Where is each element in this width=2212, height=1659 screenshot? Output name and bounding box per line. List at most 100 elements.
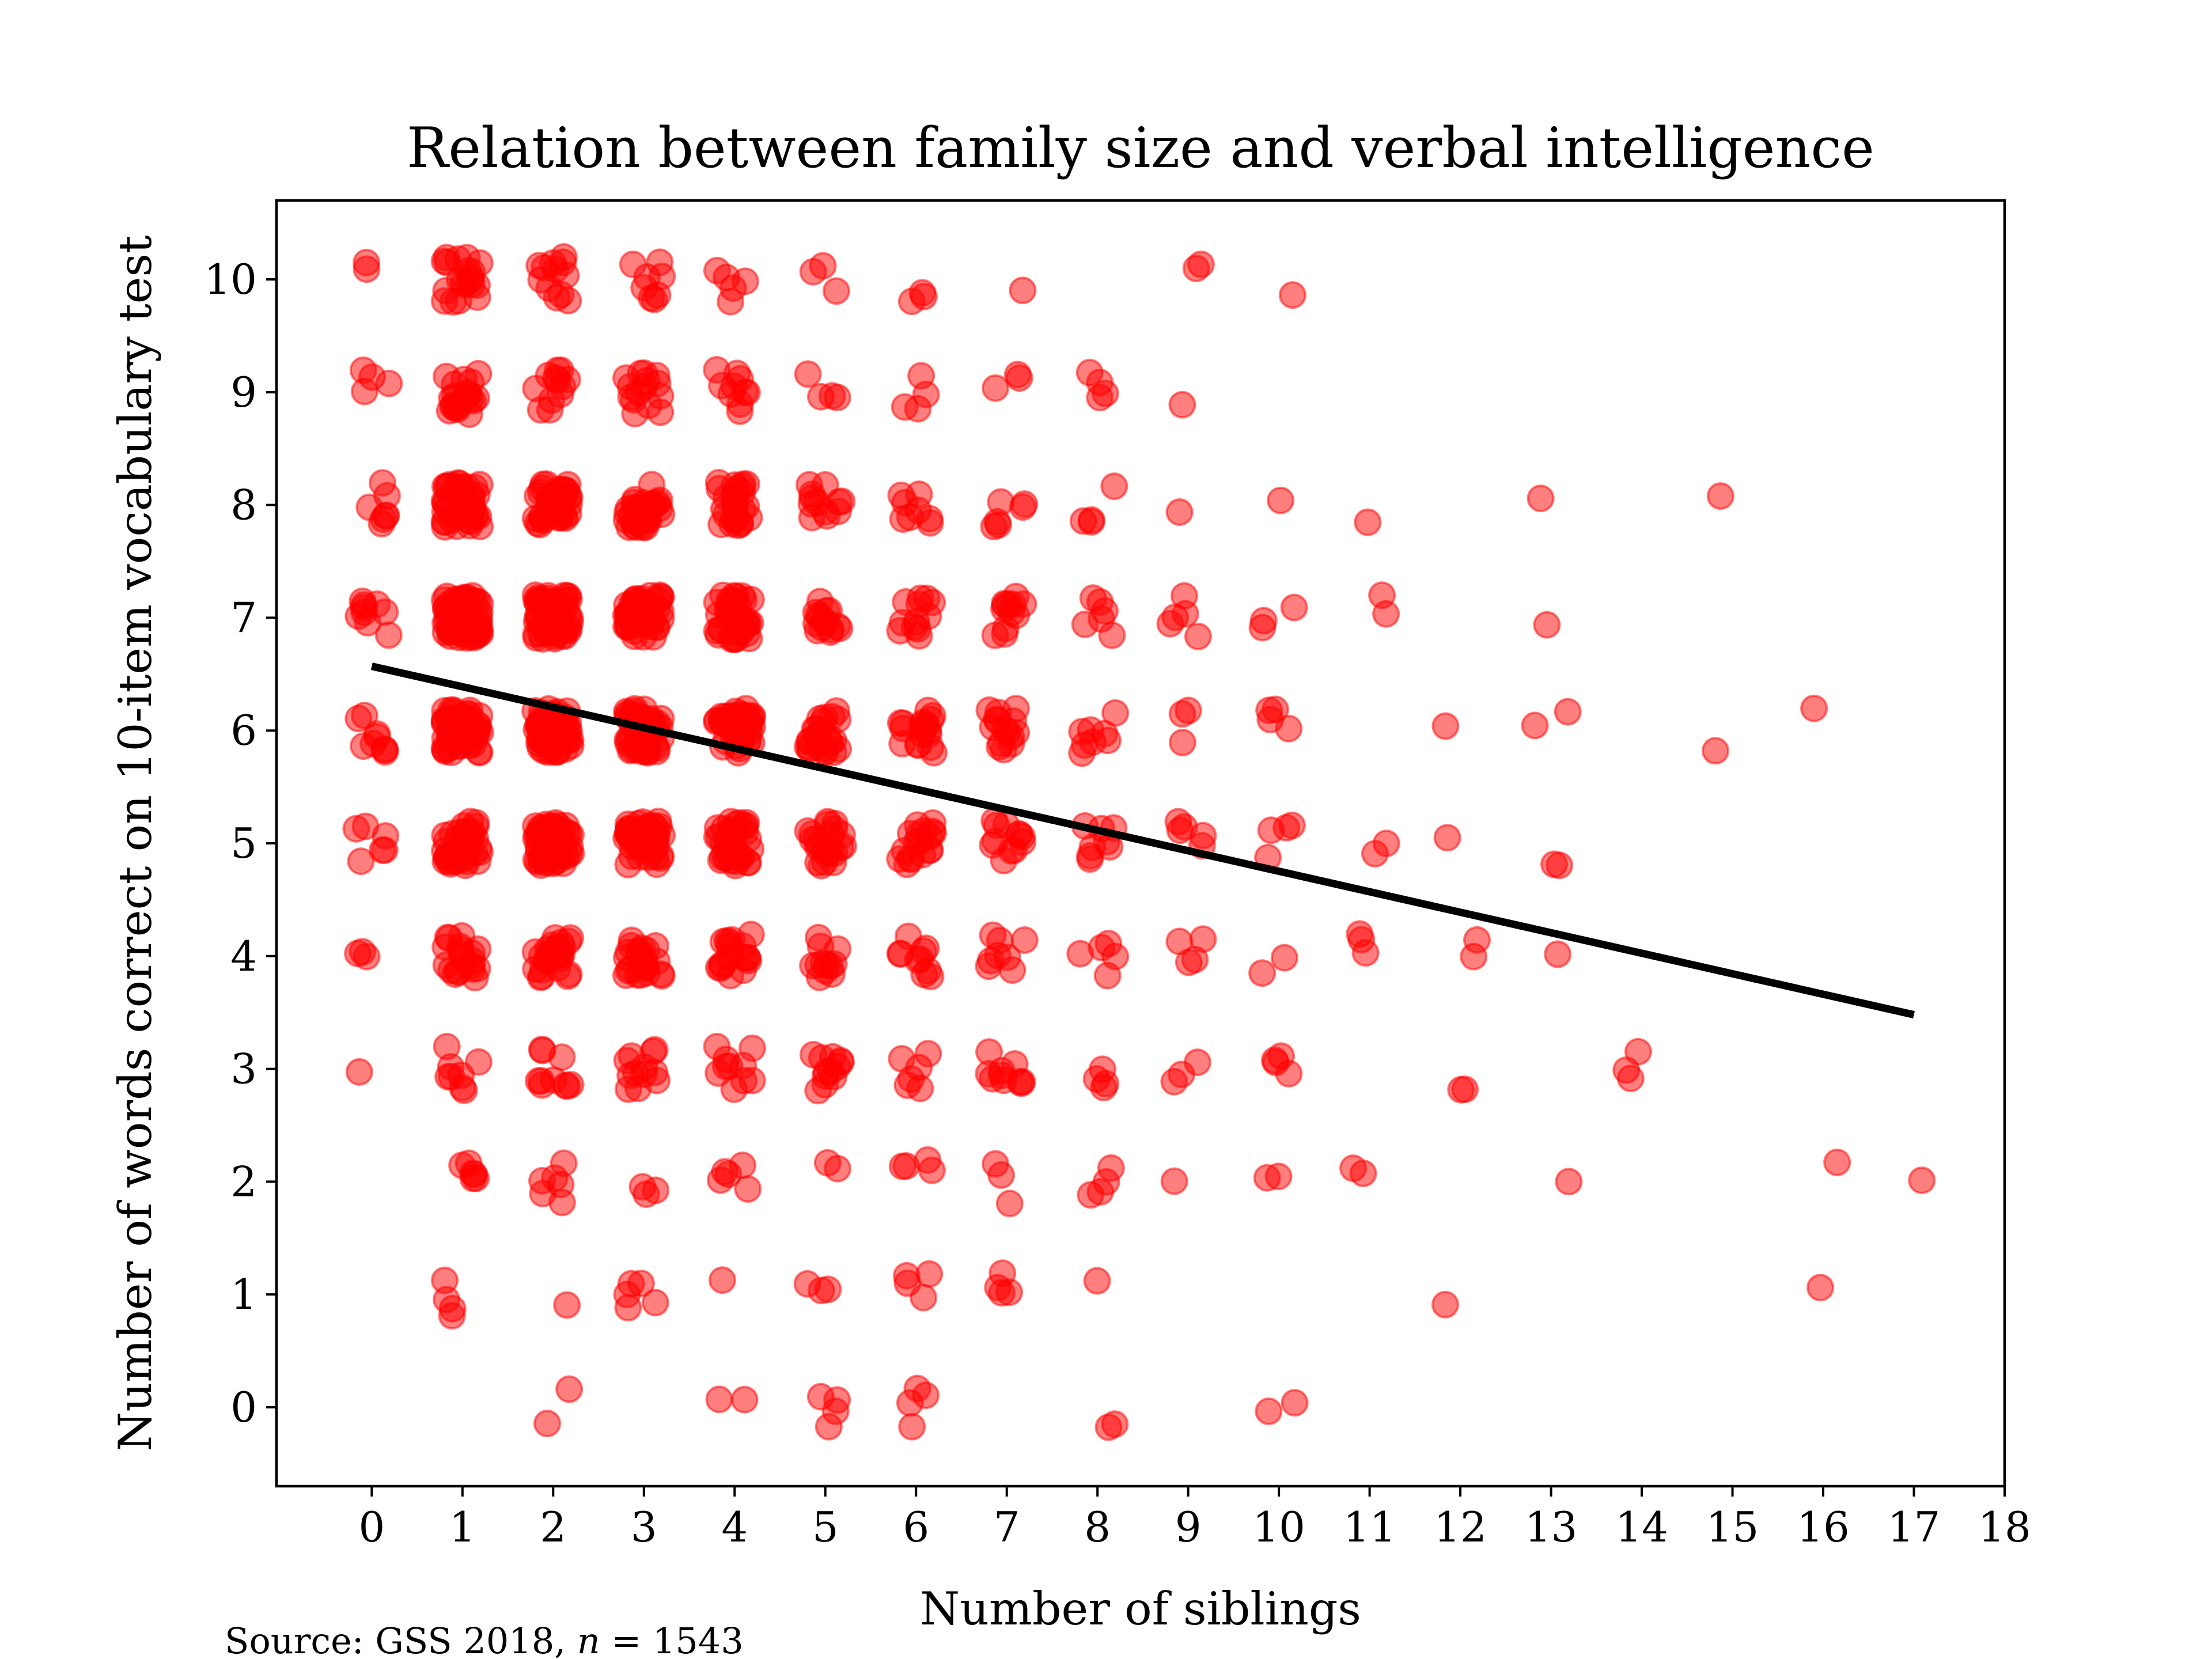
y-tick-label: 0 — [230, 1383, 257, 1431]
data-point — [983, 507, 1012, 536]
x-tick-label: 15 — [1706, 1503, 1759, 1551]
data-point — [726, 510, 755, 539]
y-tick-label: 4 — [230, 932, 257, 980]
data-point — [1088, 605, 1115, 633]
data-point — [798, 484, 827, 512]
data-point — [705, 1385, 733, 1414]
data-point — [707, 846, 735, 874]
data-point — [1527, 484, 1555, 513]
data-point — [1554, 698, 1582, 726]
data-point — [432, 276, 460, 305]
data-point — [627, 1270, 655, 1297]
data-point — [820, 950, 848, 978]
data-point — [734, 1175, 762, 1203]
data-point — [1100, 472, 1128, 501]
y-axis-label: Number of words correct on 10-item vocab… — [109, 235, 162, 1452]
data-point — [464, 359, 493, 388]
data-point — [1068, 739, 1096, 767]
data-point — [1184, 622, 1212, 650]
data-point — [1077, 506, 1105, 534]
data-point — [618, 926, 646, 955]
data-point — [814, 810, 842, 838]
data-point — [1612, 1056, 1641, 1084]
y-tick-label: 2 — [230, 1157, 257, 1206]
source-prefix: Source: GSS 2018, — [225, 1620, 577, 1659]
source-suffix: = 1543 — [600, 1620, 744, 1659]
data-point — [1165, 927, 1194, 956]
y-tick-label: 5 — [230, 819, 257, 868]
data-point — [548, 1188, 576, 1217]
data-point — [1433, 824, 1461, 852]
data-point — [1010, 490, 1039, 518]
data-point — [344, 704, 373, 733]
data-point — [995, 1190, 1024, 1218]
data-point — [444, 498, 472, 527]
y-tick-label: 10 — [204, 255, 257, 304]
data-point — [730, 944, 759, 972]
data-point — [434, 1063, 463, 1091]
data-point — [813, 838, 841, 866]
data-point — [990, 846, 1018, 874]
data-point — [906, 584, 934, 612]
data-point — [541, 942, 570, 970]
data-point — [372, 502, 400, 530]
data-point — [1165, 498, 1194, 526]
data-point — [709, 1266, 736, 1294]
data-point — [541, 809, 570, 837]
data-point — [904, 395, 932, 423]
data-point — [914, 1146, 942, 1174]
data-point — [1546, 851, 1574, 880]
data-point — [543, 283, 571, 312]
data-point — [1806, 1274, 1835, 1302]
data-point — [432, 951, 460, 979]
data-point — [369, 469, 396, 497]
data-point — [703, 814, 732, 842]
data-point — [979, 713, 1007, 741]
data-point — [1368, 581, 1396, 609]
data-point — [1094, 726, 1122, 755]
data-point — [823, 697, 851, 725]
data-point — [728, 472, 756, 501]
x-tick-label: 5 — [812, 1503, 839, 1551]
data-point — [552, 1071, 579, 1100]
data-point — [896, 503, 924, 531]
data-point — [793, 1270, 821, 1298]
data-point — [730, 1385, 759, 1414]
data-point — [431, 836, 459, 865]
data-point — [1255, 696, 1283, 725]
data-point — [886, 845, 914, 873]
data-point — [738, 1034, 766, 1062]
data-point — [1544, 940, 1572, 968]
x-tick-label: 2 — [540, 1503, 566, 1551]
data-point — [1009, 276, 1037, 305]
data-point — [1447, 1075, 1475, 1104]
data-point — [1160, 1067, 1188, 1096]
data-point — [462, 717, 490, 745]
data-point — [1168, 700, 1196, 728]
data-point — [703, 256, 731, 285]
data-point — [1275, 714, 1303, 743]
chart-title: Relation between family size and verbal … — [407, 116, 1874, 180]
data-point — [524, 1067, 552, 1095]
data-point — [889, 714, 917, 743]
data-point — [1156, 609, 1184, 638]
data-point — [433, 1286, 461, 1313]
data-point — [533, 1410, 561, 1438]
data-point — [1253, 1164, 1281, 1192]
data-point — [627, 961, 655, 989]
data-point — [555, 1375, 584, 1403]
x-tick-label: 7 — [994, 1503, 1020, 1551]
x-tick-label: 8 — [1084, 1503, 1111, 1551]
data-point — [1001, 1050, 1029, 1078]
data-point — [1189, 821, 1217, 850]
data-point — [641, 1289, 669, 1317]
data-point — [1267, 486, 1295, 514]
data-point — [1339, 1154, 1368, 1182]
data-point — [982, 1150, 1010, 1178]
data-point — [898, 1412, 926, 1441]
data-point — [912, 934, 940, 963]
data-point — [995, 1278, 1023, 1306]
x-tick-label: 18 — [1978, 1503, 2031, 1551]
data-point — [732, 809, 760, 837]
data-point — [982, 374, 1010, 402]
